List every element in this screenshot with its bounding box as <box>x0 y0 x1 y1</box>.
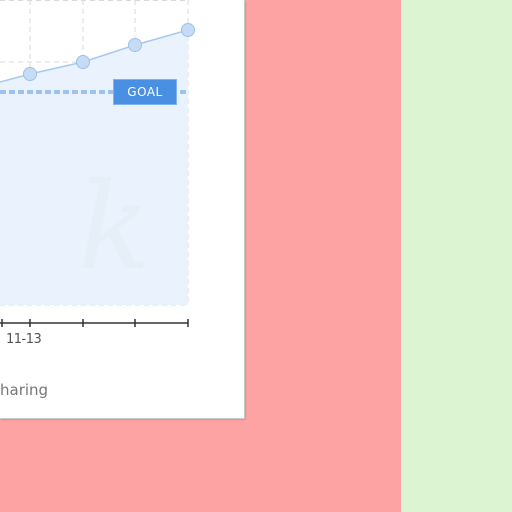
x-axis <box>0 319 189 327</box>
data-points <box>23 23 195 81</box>
data-point[interactable] <box>181 23 195 37</box>
sharing-link[interactable]: haring <box>0 381 49 399</box>
data-point[interactable] <box>76 55 90 69</box>
watermark-glyph: k <box>78 158 151 297</box>
chart-card: k 11-13 GOAL haring <box>0 0 245 419</box>
chart-plot: k <box>0 0 195 327</box>
data-point[interactable] <box>23 67 37 81</box>
x-tick-label: 11-13 <box>6 332 42 347</box>
goal-badge: GOAL <box>113 79 177 105</box>
right-panel <box>401 0 512 512</box>
data-point[interactable] <box>128 38 142 52</box>
